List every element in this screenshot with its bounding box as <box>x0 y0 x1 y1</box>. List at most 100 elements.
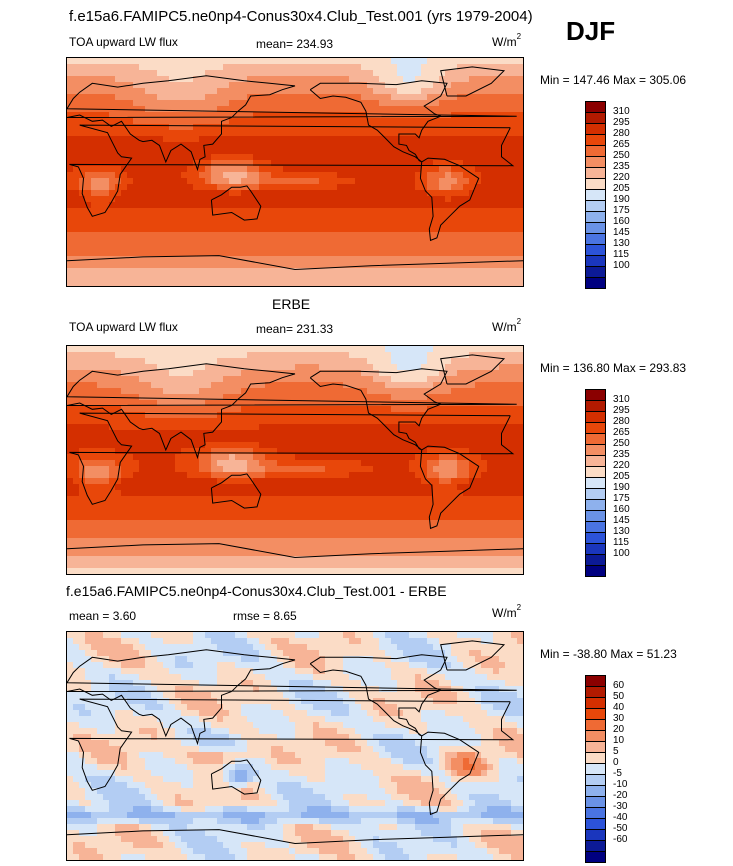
map-cell <box>109 454 116 461</box>
map-cell <box>319 472 326 479</box>
map-cell <box>433 148 440 155</box>
map-cell <box>505 82 512 89</box>
map-cell <box>151 424 158 431</box>
map-cell <box>169 448 176 455</box>
map-cell <box>91 250 98 257</box>
map-cell <box>409 232 416 239</box>
map-cell <box>151 94 158 101</box>
map-cell <box>325 100 332 107</box>
map-cell <box>67 256 74 263</box>
map-cell <box>235 382 242 389</box>
map-cell <box>223 112 230 119</box>
map-cell <box>289 70 296 77</box>
map-cell <box>133 250 140 257</box>
map-cell <box>283 112 290 119</box>
map-cell <box>259 124 266 131</box>
map-cell <box>127 178 134 185</box>
map-cell <box>205 346 212 353</box>
map-cell <box>361 454 368 461</box>
map-cell <box>169 100 176 107</box>
map-cell <box>103 172 110 179</box>
map-cell <box>415 118 422 125</box>
map-cell <box>235 214 242 221</box>
map-cell <box>169 172 176 179</box>
map-cell <box>415 64 422 71</box>
map-cell <box>313 250 320 257</box>
map-cell <box>121 448 128 455</box>
map-cell <box>115 64 122 71</box>
map-cell <box>355 448 362 455</box>
map-cell <box>283 472 290 479</box>
map-cell <box>427 358 434 365</box>
map-cell <box>367 100 374 107</box>
map-cell <box>217 94 224 101</box>
map-cell <box>469 196 476 203</box>
map-cell <box>169 202 176 209</box>
map-cell <box>295 394 302 401</box>
map-cell <box>295 148 302 155</box>
map-cell <box>187 364 194 371</box>
map-cell <box>355 142 362 149</box>
map-cell <box>73 232 80 239</box>
map-cell <box>457 364 464 371</box>
map-cell <box>511 148 518 155</box>
map-cell <box>247 376 254 383</box>
map-cell <box>511 376 518 383</box>
map-cell <box>133 106 140 113</box>
map-cell <box>427 424 434 431</box>
map-cell <box>139 490 146 497</box>
map-cell <box>421 418 428 425</box>
map-cell <box>235 358 242 365</box>
map-cell <box>415 406 422 413</box>
map-cell <box>283 484 290 491</box>
map-cell <box>217 466 224 473</box>
map-cell <box>205 400 212 407</box>
map-cell <box>289 148 296 155</box>
map-cell <box>469 460 476 467</box>
map-cell <box>409 484 416 491</box>
map-cell <box>283 76 290 83</box>
map-cell <box>163 274 170 281</box>
map-cell <box>169 166 176 173</box>
map-cell <box>415 268 422 275</box>
map-cell <box>97 442 104 449</box>
map-cell <box>223 76 230 83</box>
map-cell <box>97 436 104 443</box>
map-cell <box>85 154 92 161</box>
map-cell <box>505 280 512 286</box>
map-cell <box>109 184 116 191</box>
map-cell <box>373 268 380 275</box>
map-cell <box>487 106 494 113</box>
map-cell <box>181 94 188 101</box>
map-cell <box>325 88 332 95</box>
map-cell <box>67 382 74 389</box>
map-cell <box>361 424 368 431</box>
map-cell <box>235 166 242 173</box>
map-cell <box>379 256 386 263</box>
map-cell <box>235 448 242 455</box>
map-cell <box>67 436 74 443</box>
map-cell <box>67 376 74 383</box>
map-cell <box>301 94 308 101</box>
map-cell <box>67 232 74 239</box>
map-cell <box>373 442 380 449</box>
map-cell <box>121 268 128 275</box>
map-cell <box>193 364 200 371</box>
map-cell <box>445 376 452 383</box>
map-cell <box>271 430 278 437</box>
map-cell <box>313 154 320 161</box>
map-cell <box>223 196 230 203</box>
map-cell <box>241 496 248 503</box>
map-cell <box>133 100 140 107</box>
map-cell <box>301 58 308 65</box>
map-cell <box>139 148 146 155</box>
map-cell <box>151 124 158 131</box>
map-cell <box>397 238 404 245</box>
map-cell <box>469 70 476 77</box>
map-cell <box>427 436 434 443</box>
map-cell <box>469 364 476 371</box>
map-cell <box>499 160 506 167</box>
map-cell <box>121 274 128 281</box>
map-cell <box>175 376 182 383</box>
map-cell <box>427 448 434 455</box>
